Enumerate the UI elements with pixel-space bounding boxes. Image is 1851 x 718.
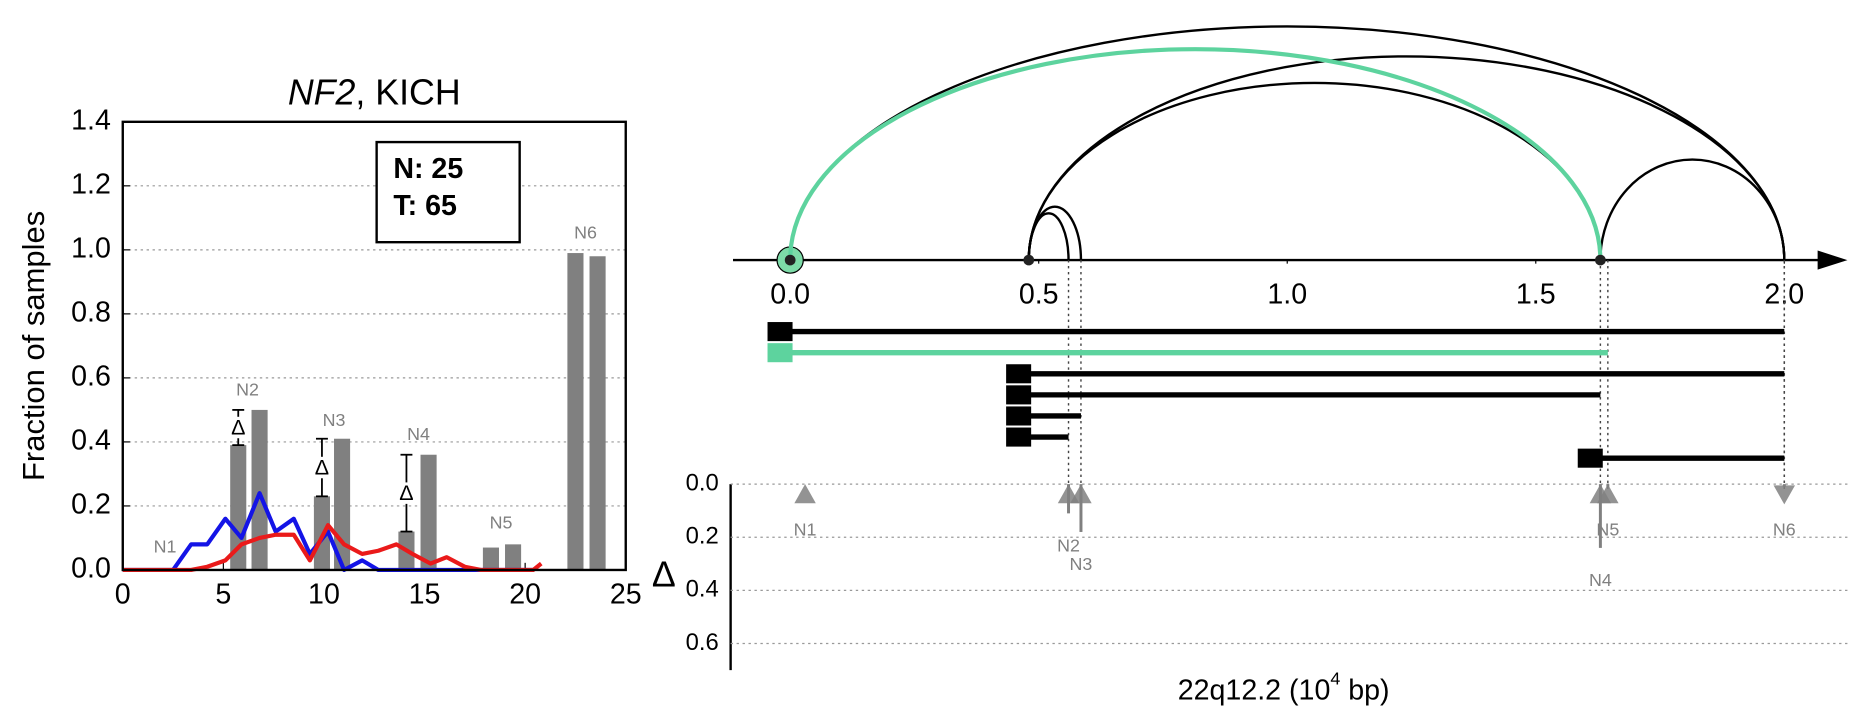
peak-label: N6: [574, 223, 597, 243]
legend-entry: N: 25: [393, 153, 463, 185]
y-tick-label: 0.0: [686, 469, 719, 496]
title-gene: NF2: [288, 73, 356, 113]
x-tick-label: 20: [509, 579, 541, 611]
x-label-part: 22q12.2 (10: [1178, 674, 1331, 706]
bar: [482, 547, 499, 570]
arc: [1027, 81, 1602, 261]
node: [1023, 254, 1035, 266]
delta-marker: [1597, 484, 1619, 504]
delta-symbol: Δ: [231, 415, 245, 439]
delta-symbol: Δ: [315, 455, 329, 479]
segment-start: [1577, 448, 1603, 468]
line-series: [122, 523, 543, 573]
arc: [1027, 55, 1786, 261]
node: [784, 254, 796, 266]
peak-label: N3: [323, 410, 346, 430]
point-label: N1: [794, 520, 817, 540]
arc: [1599, 159, 1786, 261]
point-label: N2: [1057, 535, 1080, 555]
x-tick-label: 2.0: [1764, 278, 1804, 310]
arc: [788, 25, 1786, 261]
segment-start: [767, 343, 793, 363]
bar: [567, 253, 584, 570]
peak-label: N5: [490, 512, 513, 532]
y-tick-label: 0.2: [686, 523, 719, 550]
y-tick-label: 1.4: [71, 104, 111, 136]
x-tick-label: 1.0: [1267, 278, 1307, 310]
x-tick-label: 0: [115, 579, 131, 611]
x-tick-label: 1.5: [1516, 278, 1556, 310]
bar: [505, 544, 522, 570]
peak-label: N2: [236, 379, 259, 399]
y-tick-label: 0.4: [71, 424, 111, 456]
delta-bg: [228, 416, 248, 439]
segment-start: [1006, 406, 1032, 426]
peak-label: N1: [154, 536, 177, 556]
y-tick-label: 0.8: [71, 296, 111, 328]
y-tick-label: 0.4: [686, 576, 719, 603]
x-tick-label: 10: [308, 579, 340, 611]
x-tick-label: 25: [610, 579, 642, 611]
segment-start: [1006, 427, 1032, 447]
y-axis-label: Fraction of samples: [16, 211, 51, 481]
delta-symbol: Δ: [399, 481, 413, 505]
segment-start: [1006, 385, 1032, 405]
x-tick-label: 15: [409, 579, 441, 611]
bar: [251, 409, 268, 570]
legend-box: [375, 140, 521, 244]
delta-marker: [1773, 485, 1796, 505]
x-label-sup: 4: [1330, 668, 1340, 688]
title-rest: , KICH: [355, 73, 460, 113]
plot-frame: [121, 120, 627, 572]
y-tick-label: 0.0: [71, 553, 111, 585]
y-tick-label: 0.6: [686, 629, 719, 656]
axis-arrow: [1817, 250, 1848, 270]
x-tick-label: 0.5: [1019, 278, 1059, 310]
point-label: N6: [1773, 520, 1796, 540]
y-tick-label: 1.2: [71, 168, 111, 200]
x-axis-label: 22q12.2 (104 bp): [1178, 668, 1390, 706]
delta-marker: [1070, 484, 1092, 504]
y-tick-label: 0.6: [71, 360, 111, 392]
arc: [788, 47, 1603, 261]
delta-marker: [794, 484, 816, 504]
peak-label: N4: [407, 424, 430, 444]
delta-bg: [312, 456, 332, 479]
x-tick-label: 5: [215, 579, 231, 611]
delta-bg: [396, 482, 416, 504]
point-label: N3: [1070, 554, 1093, 574]
y-tick-label: 0.2: [71, 489, 111, 521]
bar: [589, 256, 606, 570]
x-label-part: bp): [1340, 674, 1389, 706]
y-axis-label: Δ: [652, 555, 676, 595]
legend-entry: T: 65: [393, 190, 457, 222]
y-tick-label: 1.0: [71, 232, 111, 264]
chart-title: NF2, KICH: [288, 73, 461, 113]
bar: [420, 454, 437, 570]
segment-start: [767, 322, 793, 342]
point-label: N4: [1589, 570, 1612, 590]
node: [1595, 254, 1606, 266]
arc: [1027, 212, 1070, 261]
x-tick-label: 0.0: [770, 278, 810, 310]
point-label: N5: [1596, 520, 1619, 540]
segment-start: [1006, 364, 1032, 384]
